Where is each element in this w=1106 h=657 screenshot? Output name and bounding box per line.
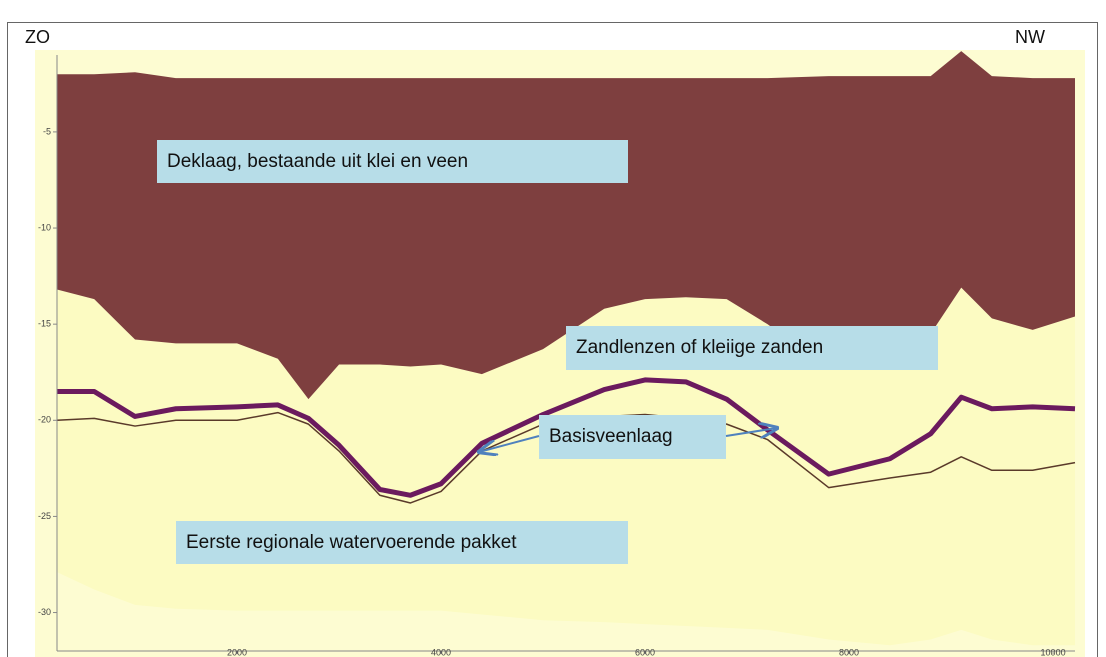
annotation: Deklaag, bestaande uit klei en veen [167, 151, 468, 172]
x-tick-label: 2000 [227, 647, 247, 657]
right-label: NW [1015, 27, 1045, 47]
annotation: Basisveenlaag [549, 426, 673, 447]
y-tick-label: -5 [43, 126, 51, 136]
x-tick-label: 8000 [839, 647, 859, 657]
y-tick-label: -20 [38, 415, 51, 425]
y-tick-label: -30 [38, 607, 51, 617]
x-tick-label: 6000 [635, 647, 655, 657]
y-tick-label: -10 [38, 222, 51, 232]
annotation: Eerste regionale watervoerende pakket [186, 532, 517, 553]
y-tick-label: -15 [38, 319, 51, 329]
chart: ZO NW Deklaag, bestaande uit klei en vee… [0, 0, 1106, 657]
y-tick-label: -25 [38, 511, 51, 521]
annotation: Zandlenzen of kleiige zanden [576, 337, 823, 358]
x-tick-label: 10000 [1041, 647, 1066, 657]
left-label: ZO [25, 27, 50, 47]
x-tick-label: 4000 [431, 647, 451, 657]
